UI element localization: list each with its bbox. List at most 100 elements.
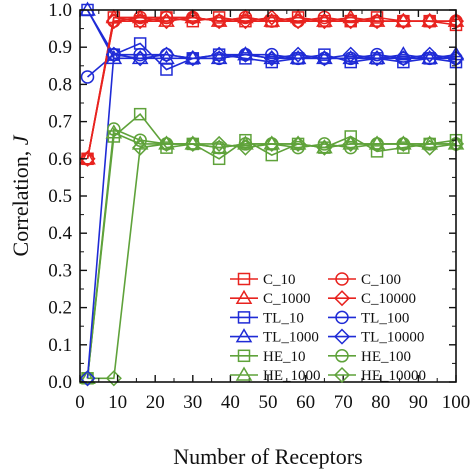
data-point-c-1000 [158,12,175,27]
data-point-tl-10000 [158,46,175,63]
data-point-tl-10000 [342,46,359,63]
data-point-c-10000 [342,13,359,30]
data-point-c-10000 [132,13,149,30]
data-point-he-10000 [290,135,307,152]
data-point-c-1000 [316,12,333,27]
data-point-he-10000 [421,139,438,156]
series-line-he-10 [86,113,456,379]
data-point-tl-100 [80,70,95,84]
data-point-he-1000 [263,135,281,150]
y-axis-title-text: Correlation, [8,145,33,256]
data-point-c-10000 [211,13,228,30]
data-point-c-1000 [131,8,149,24]
data-point-c-1000 [395,12,412,27]
data-point-c-10000 [290,13,307,30]
data-point-c-1000 [342,8,360,24]
data-point-tl-10000 [132,50,149,67]
series-line-tl-10000 [86,53,456,379]
y-tick-label: 0.0 [48,372,72,393]
legend-marker-c-1000 [235,289,253,304]
legend-label-c-10000: C_10000 [361,291,416,307]
y-tick-label: 0.9 [48,37,72,58]
x-tick-label: 10 [108,392,127,413]
legend-label-he-10000: HE_10000 [361,368,426,384]
data-point-tl-1000 [395,46,412,61]
data-point-tl-10000 [263,50,280,67]
data-point-he-1000 [316,139,333,154]
y-tick-label: 0.5 [48,186,72,207]
series-line-c-10000 [86,16,456,159]
data-point-he-1000 [131,135,149,150]
data-point-tl-100 [265,47,279,62]
data-point-tl-1000 [263,49,281,65]
data-point-tl-1000 [368,49,386,65]
y-tick-label: 0.1 [48,335,72,356]
data-point-tl-100 [370,47,384,62]
data-point-tl-10000 [237,46,254,63]
x-tick-label: 60 [296,392,315,413]
y-axis-title: Correlation, J [8,134,33,256]
data-point-tl-1000 [237,46,254,61]
data-point-c-1000 [184,8,202,24]
data-point-he-10000 [342,135,359,152]
data-point-c-10000 [105,13,122,30]
y-tick-label: 0.7 [48,112,72,133]
legend-label-c-1000: C_1000 [263,291,311,307]
y-tick-label: 1.0 [48,0,72,21]
data-point-he-10000 [105,370,122,387]
data-point-c-1000 [237,8,254,24]
x-tick-label: 0 [75,392,85,413]
data-point-c-10000 [263,9,280,26]
legend-marker-tl-10 [237,311,251,324]
x-tick-label: 50 [259,392,278,413]
data-point-tl-1000 [184,49,202,65]
x-tick-label: 20 [146,392,165,413]
legend: C_10 C_100 C_1000 C_10000 TL_10 TL_100 TL_1000… [230,272,426,384]
data-point-he-1000 [105,124,123,139]
data-point-he-1000 [289,135,307,150]
data-point-tl-1000 [79,1,96,16]
data-point-tl-1000 [316,49,333,65]
legend-marker-c-10 [237,272,251,286]
data-point-he-10000 [316,139,333,156]
data-point-tl-10000 [316,50,333,67]
legend-marker-tl-10000 [333,328,351,345]
series-line-he-10000 [87,143,456,380]
data-point-he-1000 [342,135,360,150]
legend-label-tl-1000: TL_1000 [263,330,319,346]
data-point-c-1000 [368,12,386,27]
data-point-c-10000 [316,13,333,30]
x-tick-label: 70 [334,392,353,413]
data-point-he-100 [317,137,332,151]
x-tick-label: 30 [183,392,202,413]
x-tick-label: 100 [442,392,471,413]
data-point-tl-10000 [368,50,386,67]
data-point-c-10000 [79,150,96,167]
data-point-tl-100 [133,47,147,62]
y-axis-title-symbol: J [8,134,33,145]
data-point-he-1000 [395,135,412,150]
data-point-c-1000 [210,12,228,27]
data-point-c-100 [159,10,174,25]
data-point-he-1000 [421,135,438,150]
data-point-tl-10000 [421,46,438,63]
data-point-he-10000 [211,135,228,152]
data-point-he-1000 [158,135,175,150]
data-point-tl-10000 [395,50,412,67]
data-point-c-10000 [395,13,412,30]
legend-marker-he-1000 [235,366,253,381]
y-tick-label: 0.4 [48,223,72,244]
data-point-c-10000 [421,13,438,30]
data-point-tl-10000 [184,50,201,67]
legend-label-tl-10: TL_10 [263,310,304,326]
y-tick-label: 0.3 [48,260,72,281]
legend-label-tl-10000: TL_10000 [361,330,424,346]
y-tick-label: 0.2 [48,298,72,319]
legend-marker-tl-100 [335,310,349,325]
data-point-tl-10000 [79,370,96,387]
data-point-c-1000 [79,150,96,165]
data-point-he-1000 [184,135,202,150]
data-point-he-10 [133,107,147,121]
